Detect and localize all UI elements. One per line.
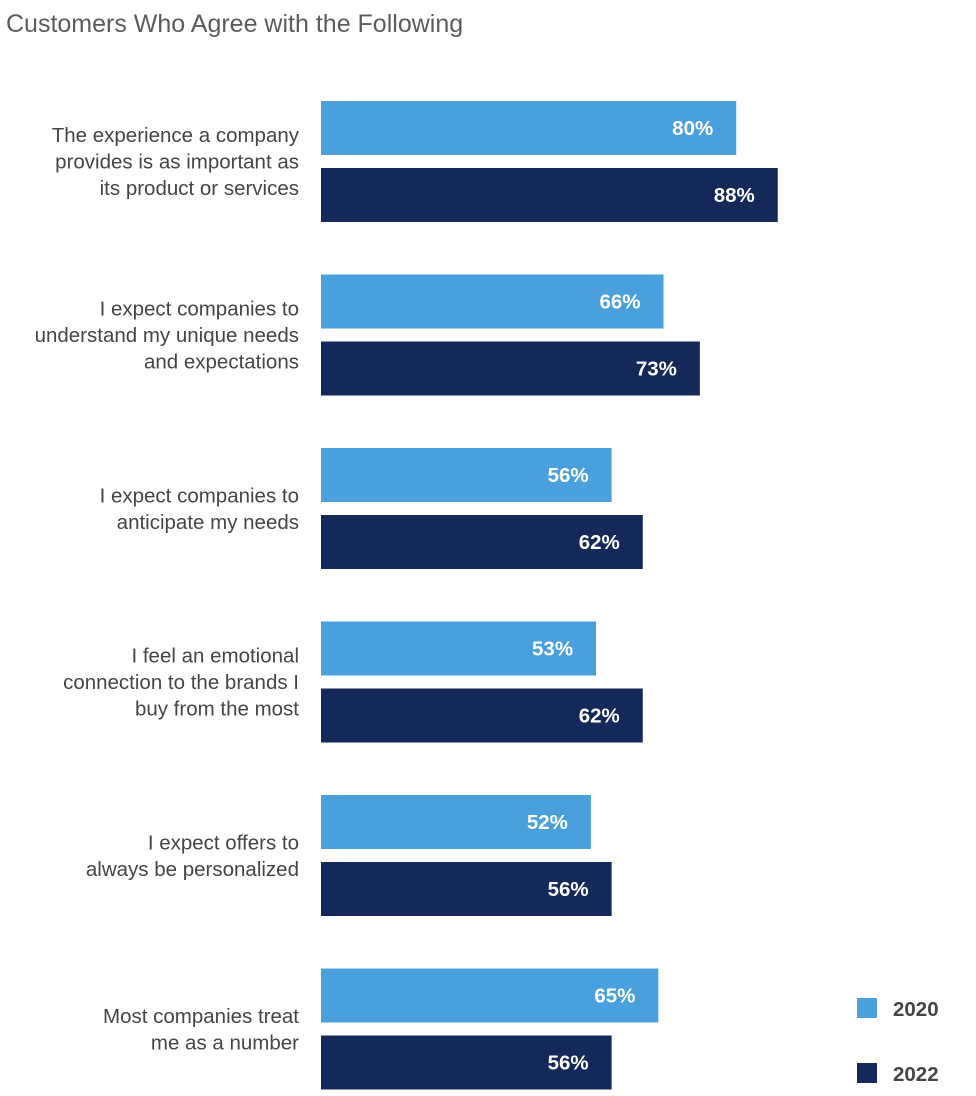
bar-value-label: 56% xyxy=(548,464,589,487)
category-label-line: always be personalized xyxy=(86,858,299,881)
legend-swatch-2022 xyxy=(857,1063,877,1083)
category-label-line: connection to the brands I xyxy=(63,671,299,694)
bar-2022 xyxy=(321,688,643,743)
category-label-line: I expect offers to xyxy=(148,831,299,854)
bar-value-label: 56% xyxy=(548,1052,589,1075)
bar-group: The experience a company provides is as i… xyxy=(52,101,778,222)
category-label: I expect companies to understand my uniqu… xyxy=(35,298,299,374)
bar-value-label: 52% xyxy=(527,811,568,834)
category-label-line: I expect companies to xyxy=(100,484,299,507)
category-label: I expect companies to anticipate my needs xyxy=(100,484,299,534)
bar-group: I expect offers to always be personalized… xyxy=(86,795,612,916)
bar-2022 xyxy=(321,515,643,569)
bar-value-label: 62% xyxy=(579,531,620,554)
bar-value-label: 53% xyxy=(532,638,573,661)
bar-2020 xyxy=(321,968,659,1023)
legend-swatch-2020 xyxy=(857,998,877,1018)
chart-title: Customers Who Agree with the Following xyxy=(6,10,464,38)
bar-2020 xyxy=(321,274,664,329)
bar-value-label: 80% xyxy=(672,117,713,140)
bar-group: I expect companies to anticipate my needs… xyxy=(100,448,643,569)
bar-2022 xyxy=(321,1035,612,1090)
category-label: I expect offers to always be personalized xyxy=(86,831,299,881)
bar-value-label: 62% xyxy=(579,705,620,728)
category-label-line: buy from the most xyxy=(135,698,299,721)
legend-label-2020: 2020 xyxy=(893,998,939,1021)
bar-group: I expect companies to understand my uniqu… xyxy=(35,274,700,396)
category-label: Most companies treat me as a number xyxy=(103,1005,299,1055)
bar-2020 xyxy=(321,101,737,155)
bar-2022 xyxy=(321,168,778,222)
legend-label-2022: 2022 xyxy=(893,1063,939,1086)
category-label-line: anticipate my needs xyxy=(117,511,299,534)
category-label: The experience a company provides is as i… xyxy=(52,124,300,200)
category-label-line: understand my unique needs xyxy=(35,324,299,347)
category-label: I feel an emotional connection to the bra… xyxy=(63,645,299,721)
category-label-line: I feel an emotional xyxy=(131,645,299,668)
bar-2020 xyxy=(321,795,591,849)
category-label-line: and expectations xyxy=(144,351,299,374)
bar-2022 xyxy=(321,862,612,916)
bar-value-label: 65% xyxy=(594,985,635,1008)
category-label-line: its product or services xyxy=(100,177,299,200)
legend: 2020 2022 xyxy=(857,998,939,1086)
bar-2022 xyxy=(321,341,700,396)
bar-value-label: 56% xyxy=(548,878,589,901)
category-label-line: Most companies treat xyxy=(103,1005,299,1028)
category-label-line: The experience a company xyxy=(52,124,300,147)
bar-2020 xyxy=(321,448,612,502)
bar-2020 xyxy=(321,621,597,676)
bar-value-label: 73% xyxy=(636,358,677,381)
bar-group: I feel an emotional connection to the bra… xyxy=(63,621,643,743)
category-label-line: I expect companies to xyxy=(100,298,299,321)
bar-group: Most companies treat me as a number 65% 56% xyxy=(103,968,659,1090)
category-label-line: provides is as important as xyxy=(55,151,299,174)
category-label-line: me as a number xyxy=(151,1031,299,1054)
bar-value-label: 88% xyxy=(714,184,755,207)
bar-value-label: 66% xyxy=(600,291,641,314)
